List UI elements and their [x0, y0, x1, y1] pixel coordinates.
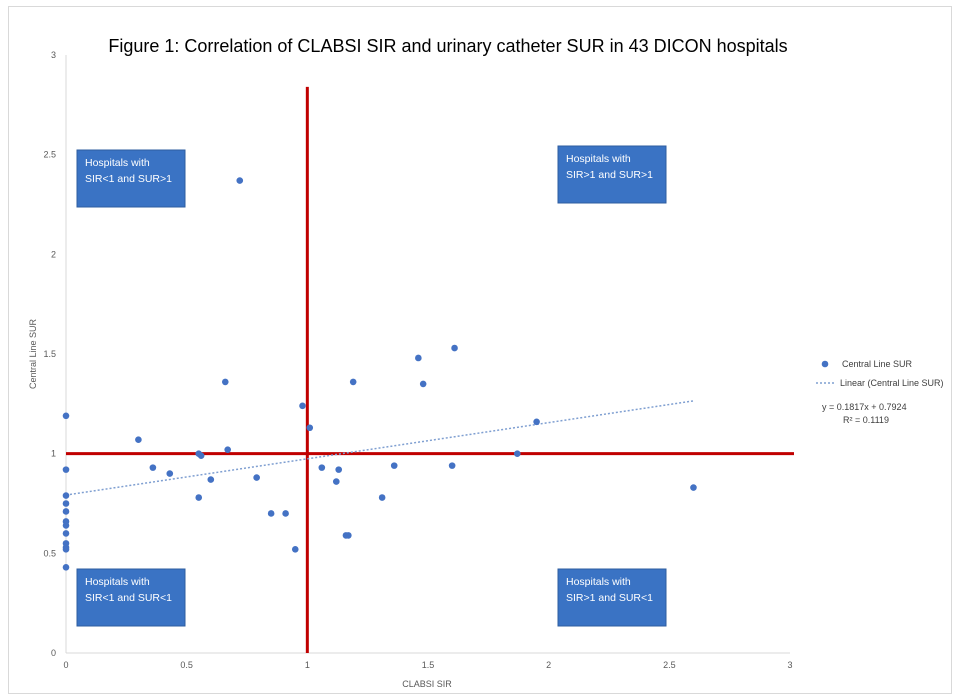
data-point	[135, 436, 142, 444]
data-point	[62, 522, 70, 529]
y-tick-label: 2	[51, 249, 56, 259]
chart-frame	[8, 6, 952, 694]
chart-title: Figure 1: Correlation of CLABSI SIR and …	[108, 36, 787, 56]
data-point	[533, 418, 540, 426]
data-point	[282, 510, 289, 517]
data-point	[62, 500, 70, 507]
data-point	[149, 464, 157, 471]
data-point	[335, 466, 343, 473]
trendline-layer	[65, 400, 694, 496]
y-tick-label: 1.5	[43, 349, 56, 359]
data-point	[166, 470, 174, 477]
quadrant-text-line1: Hospitals with	[85, 157, 150, 169]
x-tick-label: 2	[546, 660, 551, 670]
data-point	[451, 344, 458, 352]
data-point	[62, 508, 70, 515]
data-point	[299, 402, 306, 410]
quadrant-label-tr: Hospitals with SIR>1 and SUR>1	[557, 145, 667, 204]
data-point	[62, 466, 70, 473]
reference-lines	[66, 86, 794, 653]
y-tick-label: 2.5	[43, 150, 56, 160]
quadrant-text-line1: Hospitals with	[566, 576, 631, 588]
quadrant-text-line1: Hospitals with	[566, 153, 631, 165]
quadrant-label-br: Hospitals with SIR>1 and SUR<1	[557, 568, 667, 627]
data-point	[207, 476, 215, 483]
data-point	[306, 424, 314, 432]
data-point	[415, 354, 422, 362]
legend-label-points: Central Line SUR	[842, 359, 913, 369]
data-point	[195, 494, 203, 501]
quadrant-label-bl: Hospitals with SIR<1 and SUR<1	[76, 568, 186, 627]
data-point	[221, 378, 229, 386]
quadrant-text-line2: SIR>1 and SUR>1	[566, 169, 653, 181]
quadrant-text-line1: Hospitals with	[85, 576, 150, 588]
trendline-equation: y = 0.1817x + 0.7924	[822, 402, 907, 412]
quadrant-text-line2: SIR<1 and SUR>1	[85, 173, 172, 185]
data-point	[448, 462, 456, 469]
quadrant-box	[76, 149, 186, 208]
data-point	[253, 474, 260, 481]
data-point	[62, 492, 70, 499]
quadrant-text-line2: SIR<1 and SUR<1	[85, 592, 172, 604]
data-point	[62, 563, 70, 571]
data-point	[236, 177, 244, 184]
x-tick-label: 0.5	[180, 660, 193, 670]
data-point	[291, 546, 299, 553]
x-tick-label: 1.5	[422, 660, 435, 670]
x-tick-label: 2.5	[663, 660, 676, 670]
data-point	[690, 484, 697, 491]
trendline-r-squared: R² = 0.1119	[843, 415, 889, 425]
data-point	[62, 412, 70, 420]
data-points	[62, 177, 697, 571]
y-tick-label: 1	[51, 449, 56, 459]
quadrant-box	[557, 568, 667, 627]
legend-marker-points	[821, 360, 829, 368]
x-axis-title: CLABSI SIR	[402, 679, 452, 689]
data-point	[62, 546, 70, 553]
y-axis-title: Central Line SUR	[28, 318, 38, 389]
x-tick-label: 0	[63, 660, 68, 670]
data-point	[318, 464, 326, 471]
axes: 0 0.5 1 1.5 2 2.5 3 0 0.5 1 1.5 2 2.5 3	[43, 50, 792, 670]
y-tick-label: 3	[51, 50, 56, 60]
data-point	[332, 478, 340, 485]
legend-label-trendline: Linear (Central Line SUR)	[840, 378, 944, 388]
trendline	[65, 400, 694, 496]
data-point	[513, 450, 521, 457]
data-point	[419, 380, 427, 388]
data-point	[390, 462, 398, 469]
data-point	[345, 532, 352, 539]
data-point	[62, 530, 70, 537]
quadrant-box	[76, 568, 186, 627]
x-tick-label: 1	[305, 660, 310, 670]
data-point	[349, 378, 357, 386]
data-point	[267, 510, 275, 517]
quadrant-text-line2: SIR>1 and SUR<1	[566, 592, 653, 604]
data-point	[378, 494, 386, 501]
quadrant-box	[557, 145, 667, 204]
quadrant-label-tl: Hospitals with SIR<1 and SUR>1	[76, 149, 186, 208]
y-tick-label: 0	[51, 648, 56, 658]
data-point	[197, 452, 205, 459]
data-point	[224, 446, 231, 453]
y-tick-label: 0.5	[43, 548, 56, 558]
x-tick-label: 3	[787, 660, 792, 670]
legend: Central Line SUR Linear (Central Line SUR…	[816, 359, 944, 425]
